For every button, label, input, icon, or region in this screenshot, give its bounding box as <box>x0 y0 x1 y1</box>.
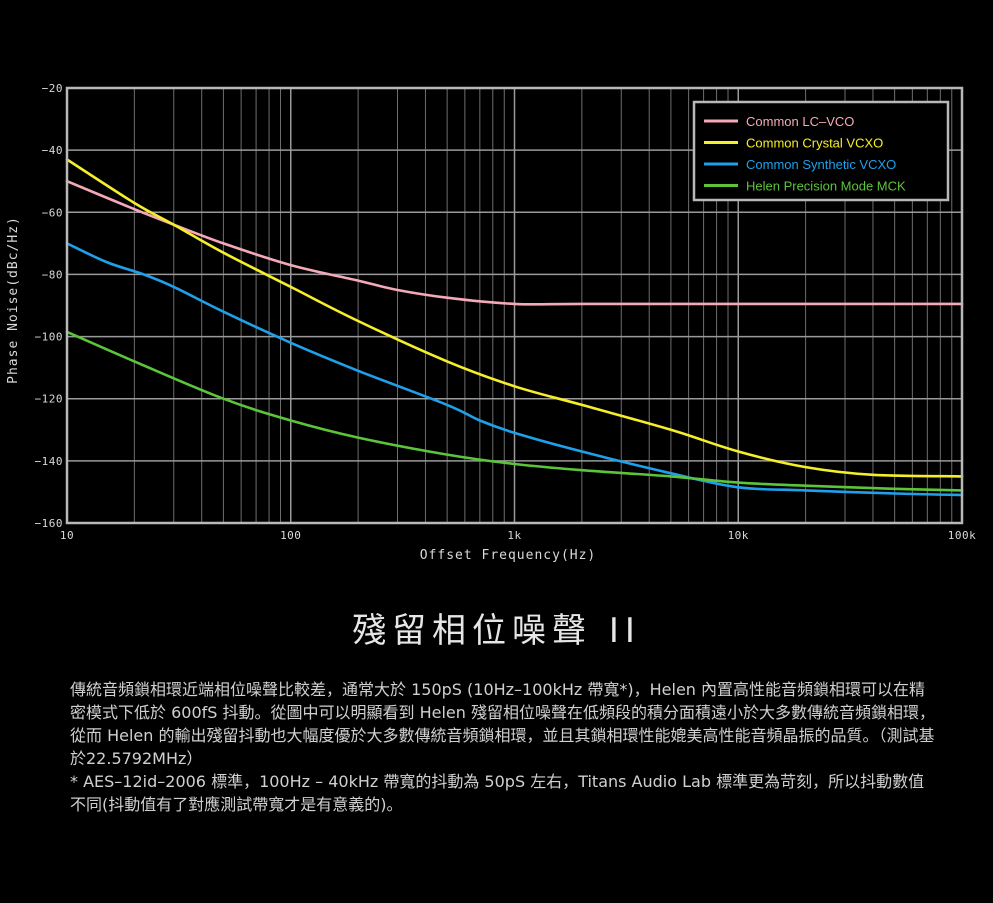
description: 傳統音頻鎖相環近端相位噪聲比較差，通常大於 150pS (10Hz–100kHz… <box>70 678 940 816</box>
y-tick-label: −40 <box>42 144 63 157</box>
y-tick-labels: −20 −40 −60 −80 −100 −120 −140 −160 <box>35 82 64 530</box>
y-tick-label: −160 <box>35 517 64 530</box>
series-line-common-crystal-vcxo <box>65 158 964 478</box>
legend-label: Common Crystal VCXO <box>746 136 883 151</box>
phase-noise-chart: 10 100 1k 10k 100k −20−40−60−80−100−120−140−… <box>6 82 976 563</box>
y-tick-label: −60 <box>42 206 63 219</box>
legend-label: Common LC–VCO <box>746 114 854 129</box>
x-tick-label: 10k <box>728 529 749 542</box>
x-axis-label: Offset Frequency(Hz) <box>420 548 597 563</box>
section-heading: 殘留相位噪聲 II <box>352 611 641 651</box>
legend-label: Helen Precision Mode MCK <box>746 179 906 194</box>
x-tick-label: 1k <box>507 529 521 542</box>
y-tick-label: −100 <box>35 331 64 344</box>
legend-label: Common Synthetic VCXO <box>746 157 896 172</box>
series-lines <box>65 158 964 497</box>
x-tick-labels: 10 100 1k 10k 100k <box>60 529 976 542</box>
legend: Common LC–VCO Common Crystal VCXO Common S… <box>692 100 950 202</box>
legend-box <box>692 100 950 202</box>
minor-gridlines <box>133 88 953 523</box>
y-tick-label: −80 <box>42 268 63 281</box>
x-tick-label: 10 <box>60 529 74 542</box>
y-tick-label: −140 <box>35 455 64 468</box>
description-footnote: * AES–12id–2006 標準，100Hz – 40kHz 帶寬的抖動為 … <box>70 772 925 814</box>
series-line-common-synthetic-vcxo <box>65 242 964 497</box>
description-paragraph: 傳統音頻鎖相環近端相位噪聲比較差，通常大於 150pS (10Hz–100kHz… <box>70 680 935 768</box>
y-axis-label: Phase Noise(dBc/Hz) <box>6 216 21 384</box>
series-line-helen-precision-mode-mck <box>65 330 964 492</box>
x-tick-label: 100 <box>280 529 301 542</box>
x-tick-label: 100k <box>948 529 977 542</box>
plot-frame <box>65 86 964 525</box>
y-tick-label: −20 <box>42 82 63 95</box>
y-tick-label: −120 <box>35 393 64 406</box>
